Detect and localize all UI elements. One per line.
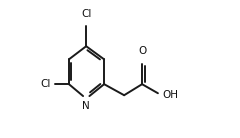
Text: Cl: Cl [81,9,91,19]
Text: O: O [138,46,146,56]
Text: OH: OH [163,90,179,100]
Text: Cl: Cl [41,79,51,89]
Text: N: N [82,101,90,111]
